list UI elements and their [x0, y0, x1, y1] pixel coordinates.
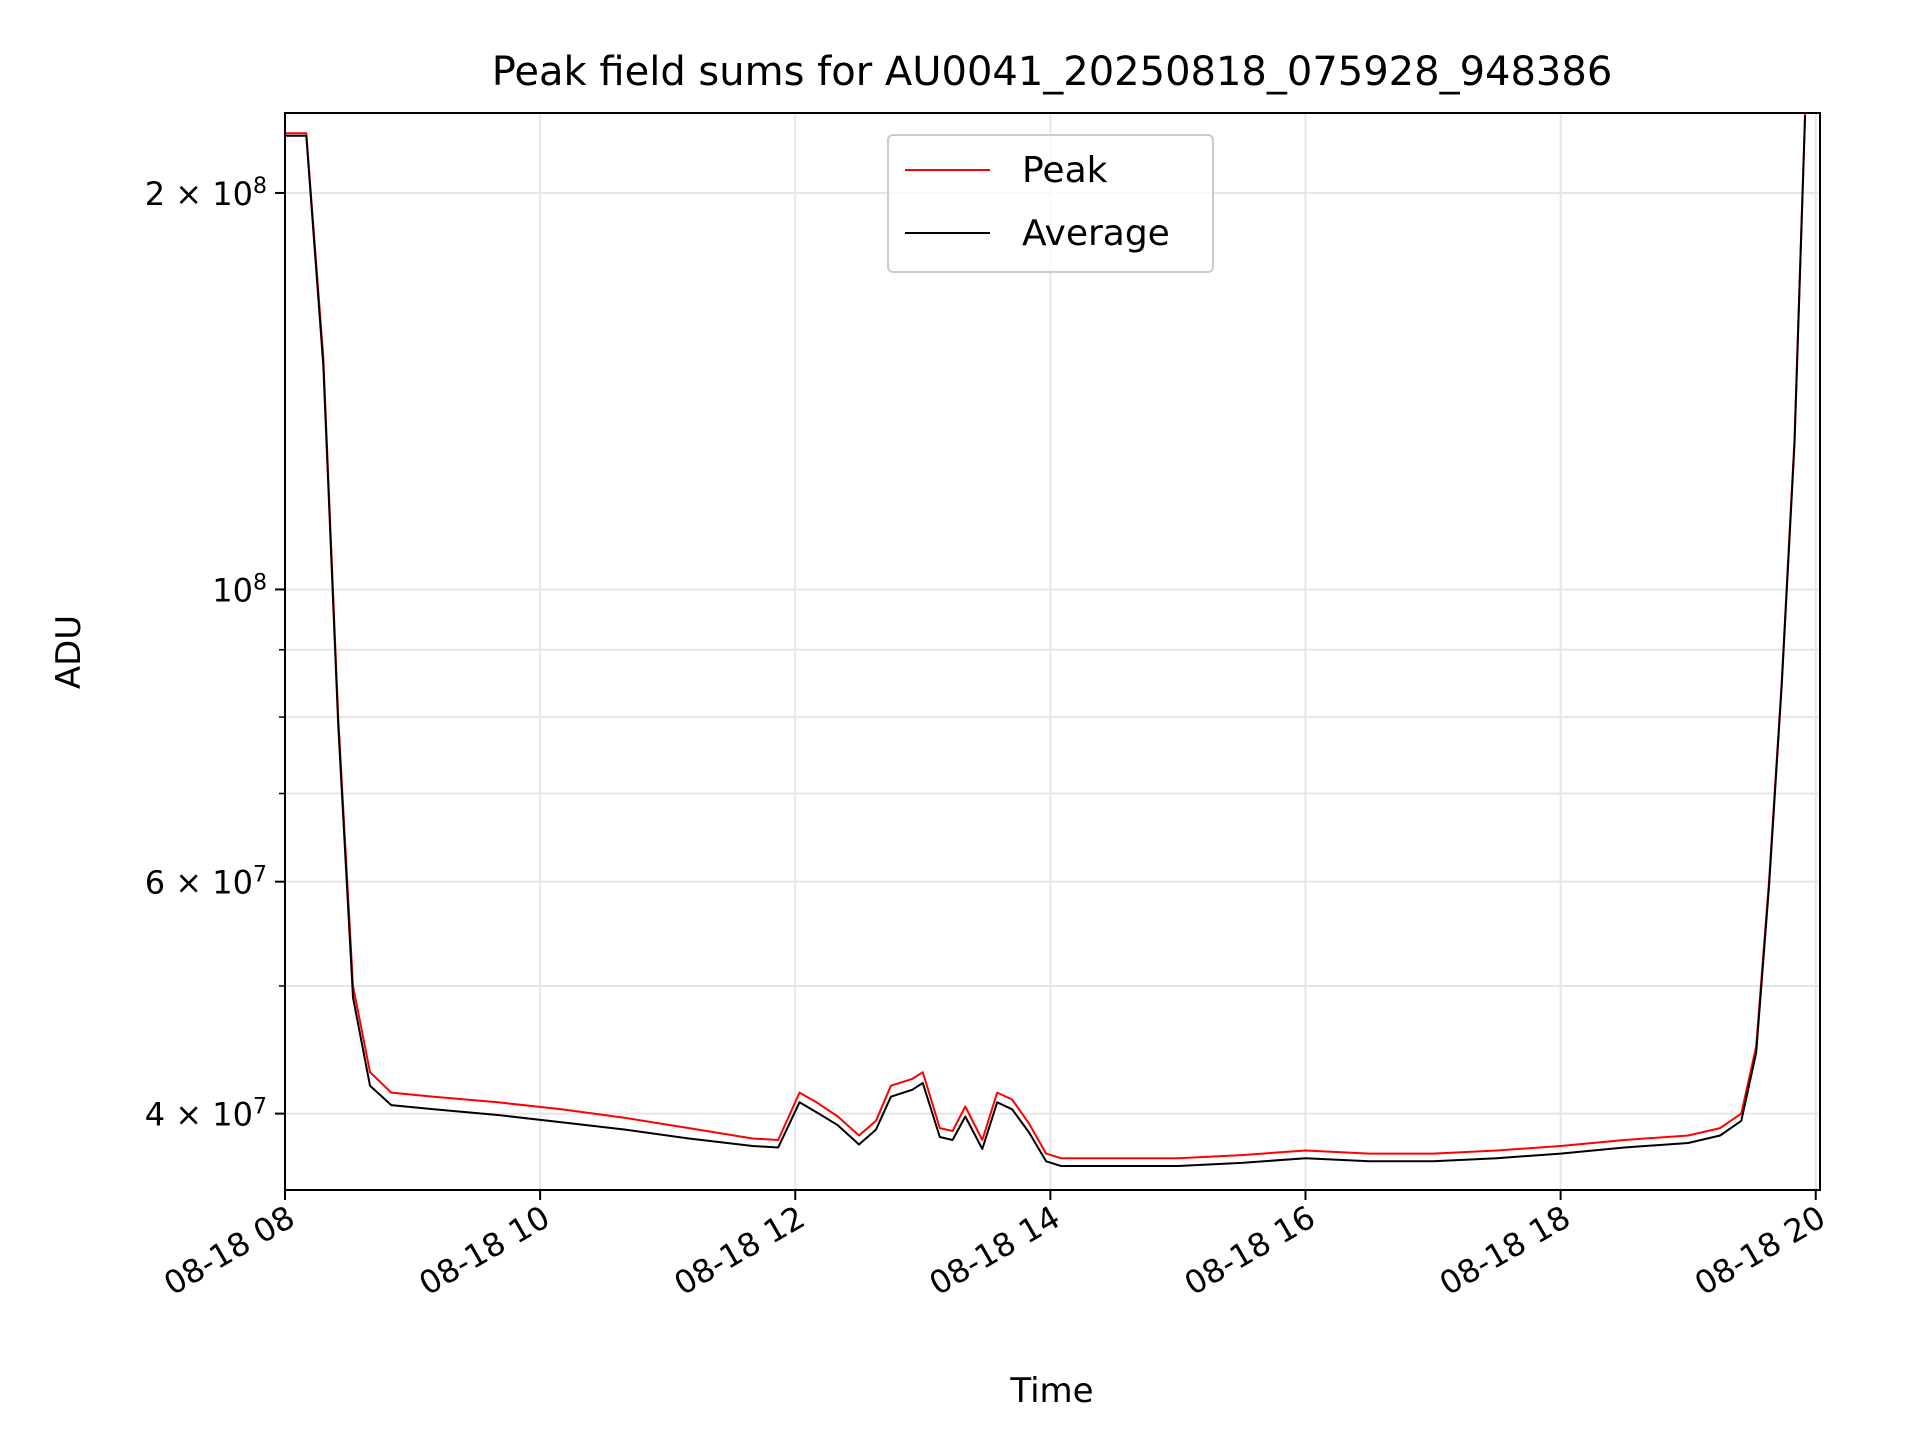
y-tick-label: 2 × 108: [145, 173, 267, 213]
y-tick-label: 108: [212, 570, 267, 610]
x-axis-label: Time: [1009, 1371, 1093, 1411]
y-axis-label: ADU: [49, 615, 89, 689]
chart-title: Peak field sums for AU0041_20250818_0759…: [492, 49, 1613, 95]
legend: Peak Average: [887, 134, 1214, 273]
series-line-average: [285, 115, 1807, 1167]
legend-label-average: Average: [1022, 213, 1170, 254]
series-layer: [285, 113, 1807, 1167]
plot-frame: [284, 112, 1821, 1191]
y-tick-label: 6 × 107: [145, 862, 267, 902]
y-tick-label: 4 × 107: [145, 1094, 267, 1134]
legend-label-peak: Peak: [1022, 150, 1108, 191]
series-line-peak: [285, 113, 1807, 1160]
y-axis: 4 × 107 6 × 107 108 2 × 108: [145, 173, 285, 1134]
